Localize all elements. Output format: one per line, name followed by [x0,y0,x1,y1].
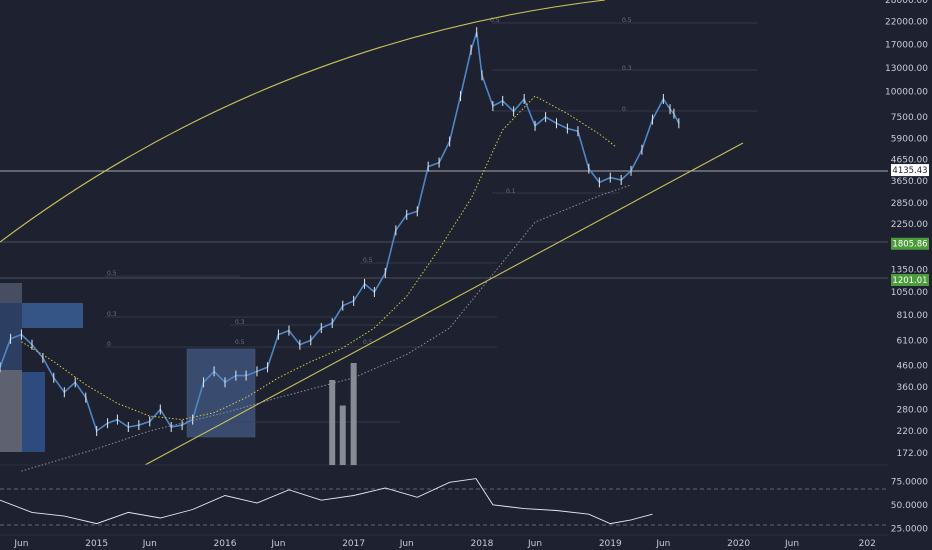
x-tick-label: 2017 [342,539,365,549]
y-tick-label: 28000.00 [885,0,928,6]
y-tick-label: 280.00 [897,405,929,415]
x-tick-label: 2018 [471,539,494,549]
y-tick-label: 1050.00 [891,288,928,298]
highlight-box [0,283,22,303]
volume-bar [329,380,336,465]
price-tag-label: 1805.86 [892,240,927,250]
fib-label: 0.5 0.5 0.3 0 0.1 0.5 0.3 0 0.5 0.3 0.5 0.5 [107,17,632,348]
x-tick-label: Jun [13,539,28,549]
y-tick-label: 3650.00 [891,177,928,187]
svg-text:0.5: 0.5 [107,270,117,277]
x-tick-label: 202 [859,539,876,549]
x-tick-label: Jun [142,539,157,549]
y-tick-label: 22000.00 [885,17,928,27]
highlight-box [22,372,45,452]
y-tick-label: 7500.00 [891,113,928,123]
y-tick-label: 2850.00 [891,199,928,209]
volume-bars [329,363,357,465]
upper-arc [0,0,606,243]
x-tick-label: Jun [655,539,670,549]
rsi-tick-label: 25.0000 [891,524,928,534]
support-trendline [144,142,744,466]
volume-bar [350,363,357,465]
chart-annotations: 0.5 0.5 0.3 0 0.1 0.5 0.3 0 0.5 0.3 0.5 0.5 [0,0,888,536]
series-line [0,31,680,433]
x-tick-label: 2020 [727,539,750,549]
y-tick-label: 810.00 [897,311,929,321]
svg-text:0: 0 [107,341,111,348]
x-tick-label: Jun [270,539,285,549]
series-line [21,184,632,472]
price-tag [891,274,929,287]
rsi-tick-label: 75.0000 [891,477,928,487]
rsi-tick-label: 50.0000 [891,501,928,511]
y-tick-label: 4650.00 [891,156,928,166]
y-tick-label: 13000.00 [885,64,928,74]
x-tick-label: 2019 [599,539,622,549]
y-tick-label: 1350.00 [891,266,928,276]
y-tick-label: 220.00 [897,427,929,437]
y-tick-label: 172.00 [897,449,929,459]
y-axis: 28000.00 22000.00 17000.00 13000.00 10000.00… [885,0,928,534]
svg-text:0.5: 0.5 [490,17,500,24]
svg-text:0.5: 0.5 [622,17,632,24]
x-tick-label: Jun [399,539,414,549]
rsi-line [0,478,653,525]
svg-text:0.3: 0.3 [235,319,245,326]
y-tick-label: 17000.00 [885,40,928,50]
y-tick-label: 360.00 [897,383,929,393]
highlight-box [22,303,83,328]
y-tick-label: 2250.00 [891,220,928,230]
svg-text:0: 0 [622,106,626,113]
svg-text:0.5: 0.5 [235,339,245,346]
x-tick-label: 2016 [214,539,237,549]
series-line [21,95,616,421]
y-tick-label: 10000.00 [885,88,928,98]
price-tag-label: 1201.01 [892,276,927,286]
series-layer [0,27,680,472]
svg-text:0.3: 0.3 [622,65,632,72]
price-tags: 4135.43 1805.86 1201.01 [891,164,929,287]
x-axis: Jun 2015 Jun 2016 Jun 2017 Jun 2018 Jun 2019 Jun 20… [13,539,875,549]
x-tick-label: 2015 [85,539,108,549]
y-tick-label: 460.00 [897,361,929,371]
svg-text:0.5: 0.5 [363,257,373,264]
volume-bar [339,405,346,465]
svg-text:0.3: 0.3 [107,311,117,318]
svg-text:0.1: 0.1 [506,188,516,195]
rsi-layer [0,478,653,525]
y-tick-label: 610.00 [897,336,929,346]
svg-text:0.5: 0.5 [363,339,373,346]
x-tick-label: Jun [784,539,799,549]
x-tick-label: Jun [527,539,542,549]
y-tick-label: 5900.00 [891,134,928,144]
price-tag [891,164,929,177]
price-tag [891,237,929,250]
price-tag-label: 4135.43 [892,166,927,176]
highlight-box [0,370,22,452]
